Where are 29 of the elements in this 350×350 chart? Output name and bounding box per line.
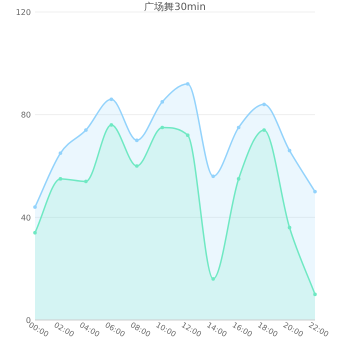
y-tick-label: 80 bbox=[20, 110, 31, 120]
point bbox=[211, 174, 215, 178]
point bbox=[236, 177, 240, 181]
point bbox=[186, 133, 190, 137]
y-tick-label: 120 bbox=[16, 8, 31, 17]
point bbox=[160, 126, 164, 130]
point bbox=[262, 128, 266, 132]
point bbox=[262, 102, 266, 106]
y-tick-label: 0 bbox=[26, 316, 31, 325]
chart-title: 广场舞30min bbox=[144, 1, 206, 13]
point bbox=[33, 230, 37, 235]
point bbox=[135, 164, 139, 168]
point bbox=[110, 97, 114, 102]
point bbox=[33, 205, 37, 209]
point bbox=[58, 177, 62, 181]
point bbox=[58, 151, 62, 155]
point bbox=[288, 226, 292, 230]
point bbox=[288, 148, 292, 152]
point bbox=[313, 292, 317, 296]
point bbox=[110, 123, 114, 127]
point bbox=[186, 82, 190, 86]
point bbox=[160, 100, 164, 104]
point bbox=[84, 128, 88, 132]
point bbox=[313, 190, 317, 194]
point bbox=[236, 126, 240, 130]
point bbox=[84, 180, 88, 184]
y-tick-label: 40 bbox=[20, 213, 31, 222]
point bbox=[211, 277, 215, 281]
point bbox=[135, 138, 139, 142]
